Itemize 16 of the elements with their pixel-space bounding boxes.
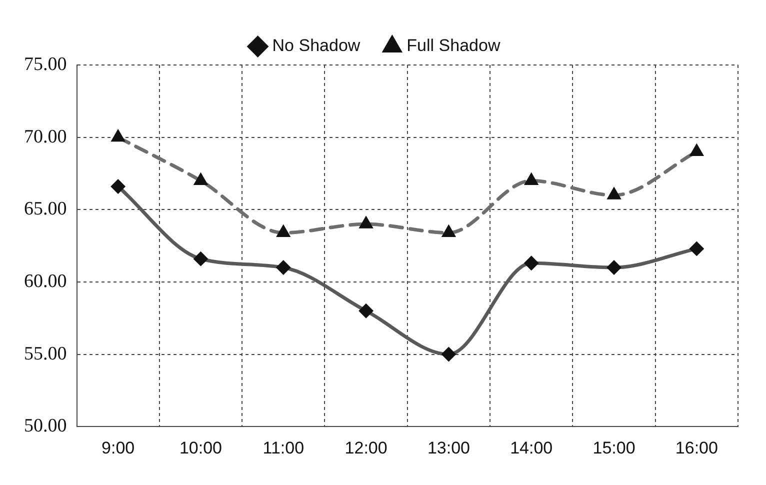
y-tick-label: 70.00 [24,126,67,148]
y-tick-label: 60.00 [24,270,67,292]
x-tick-label: 9:00 [102,438,135,458]
y-tick-label: 65.00 [24,198,67,220]
x-tick-label: 14:00 [510,438,553,458]
legend-label: No Shadow [272,36,361,56]
x-tick-label: 12:00 [344,438,388,458]
x-tick-label: 11:00 [262,438,304,458]
x-tick-label: 10:00 [179,438,222,458]
y-tick-label: 75.00 [24,54,67,75]
x-tick-label: 15:00 [592,438,636,458]
x-tick-label: 16:00 [675,438,718,458]
legend-label: Full Shadow [406,36,501,56]
x-tick-label: 13:00 [427,438,470,458]
y-tick-label: 50.00 [24,416,67,437]
y-tick-label: 55.00 [24,343,67,364]
